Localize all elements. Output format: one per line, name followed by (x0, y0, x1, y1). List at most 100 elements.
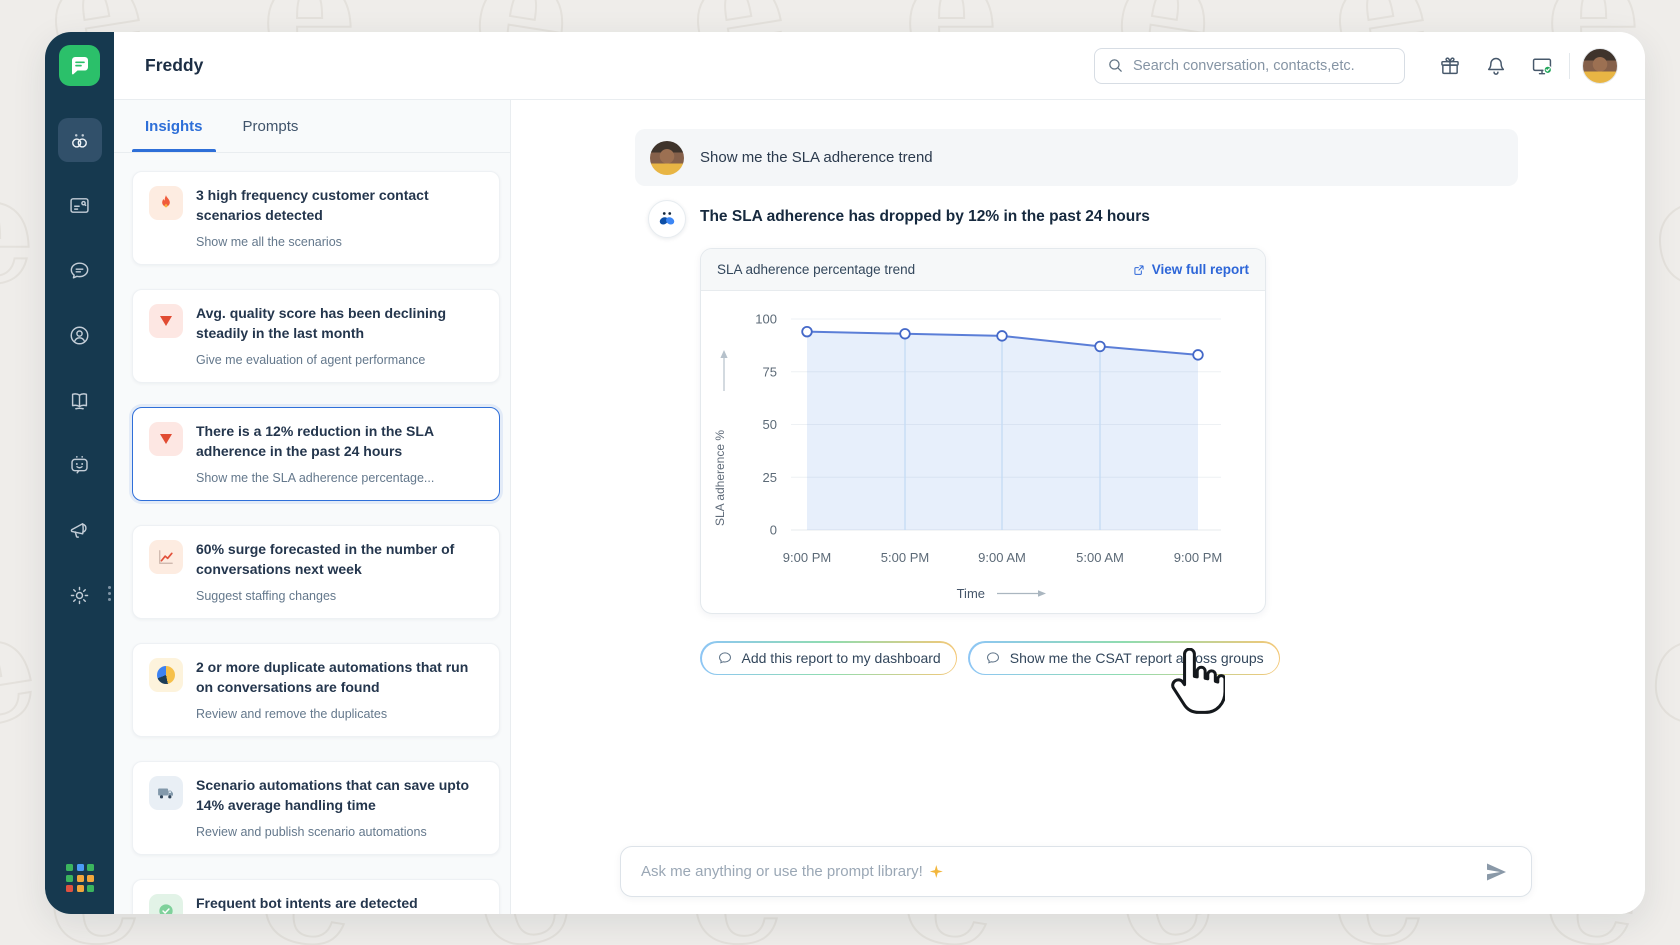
chat-bubble-icon (718, 652, 731, 664)
tab-insights-label: Insights (145, 117, 203, 135)
surge-chart-icon (149, 540, 183, 574)
chat-logo-icon (71, 56, 88, 74)
sidebar-item-inbox[interactable] (58, 183, 102, 227)
svg-text:5:00 PM: 5:00 PM (881, 550, 929, 565)
ai-response-heading: The SLA adherence has dropped by 12% in … (700, 208, 1150, 225)
search-input[interactable] (1133, 57, 1392, 74)
watermark-letter: e (0, 575, 50, 766)
suggestion-buttons: Add this report to my dashboard Show me t… (700, 641, 1281, 675)
svg-text:75: 75 (763, 364, 777, 379)
chat-area: Show me the SLA adherence trend The SLA … (511, 100, 1645, 914)
chat-bubble-icon (986, 652, 999, 664)
kebab-menu-icon[interactable] (107, 586, 111, 601)
user-message-text: Show me the SLA adherence trend (700, 149, 933, 166)
insight-card-subtitle: Show me all the scenarios (196, 234, 342, 249)
top-header: Freddy (114, 32, 1645, 100)
sidebar-item-conversations[interactable] (58, 248, 102, 292)
insight-card[interactable]: 2 or more duplicate automations that run… (132, 643, 500, 737)
svg-text:50: 50 (763, 417, 777, 432)
insight-card-title: Avg. quality score has been declining st… (196, 305, 446, 341)
global-search[interactable] (1094, 47, 1405, 84)
trend-down-icon (149, 304, 183, 338)
insight-card[interactable]: There is a 12% reduction in the SLA adhe… (132, 407, 500, 501)
sidebar-item-campaigns[interactable] (58, 508, 102, 552)
svg-text:9:00 PM: 9:00 PM (1174, 550, 1222, 565)
insight-card[interactable]: Avg. quality score has been declining st… (132, 289, 500, 383)
external-link-icon (1134, 264, 1144, 275)
trend-down-icon (149, 422, 183, 456)
campaigns-icon (70, 522, 87, 538)
app-window: Freddy (45, 32, 1645, 914)
svg-text:100: 100 (755, 312, 777, 327)
notification-bell-icon[interactable] (1477, 47, 1515, 85)
insight-card[interactable]: Frequent bot intents are detected (132, 879, 500, 914)
suggestion-button-inner[interactable]: Add this report to my dashboard (701, 642, 956, 674)
suggestion-button-inner[interactable]: Show me the CSAT report across groups (969, 642, 1279, 674)
settings-icon (70, 586, 89, 604)
suggestion-button[interactable]: Show me the CSAT report across groups (968, 641, 1281, 675)
tab-insights[interactable]: Insights (132, 100, 215, 152)
flame-icon (149, 186, 183, 220)
svg-text:5:00 AM: 5:00 AM (1076, 550, 1124, 565)
svg-text:Time: Time (957, 586, 985, 601)
freddy-avatar (648, 200, 686, 238)
conversations-icon (70, 261, 89, 279)
insight-card-subtitle: Suggest staffing changes (196, 588, 337, 603)
composer-placeholder: Ask me anything or use the prompt librar… (641, 863, 923, 880)
page-title: Freddy (145, 55, 204, 75)
send-icon (1487, 863, 1506, 880)
header-actions (1431, 47, 1561, 85)
search-icon (1109, 59, 1122, 72)
sla-adherence-chart: 0 25 50 75 100 9:00 PM 5:00 PM 9:00 AM 5:00 AM 9:… (701, 291, 1265, 613)
suggestion-label: Add this report to my dashboard (741, 650, 941, 666)
inbox-icon (70, 197, 89, 213)
duplicate-pie-icon (149, 658, 183, 692)
watermark-letter: e (0, 141, 36, 319)
insight-card-title: Frequent bot intents are detected (196, 895, 418, 911)
insight-card[interactable]: 3 high frequency customer contact scenar… (132, 171, 500, 265)
insight-card-subtitle: Review and remove the duplicates (196, 706, 388, 721)
report-card: SLA adherence percentage trend View full… (700, 248, 1266, 614)
bot-icon (71, 455, 88, 474)
insight-card[interactable]: 60% surge forecasted in the number of co… (132, 525, 500, 619)
svg-text:SLA adherence %: SLA adherence % (713, 430, 727, 526)
view-full-report-label: View full report (1151, 262, 1249, 277)
freddy-ai-icon (72, 133, 87, 148)
tab-prompts[interactable]: Prompts (243, 100, 299, 152)
insight-card-title: 2 or more duplicate automations that run… (196, 659, 469, 695)
insight-card-subtitle: Give me evaluation of agent performance (196, 352, 426, 367)
send-button[interactable] (1481, 857, 1511, 887)
sidebar-item-contacts[interactable] (58, 313, 102, 357)
svg-text:9:00 PM: 9:00 PM (783, 550, 831, 565)
apps-grid-icon[interactable] (66, 864, 94, 892)
sidebar-item-knowledge-base[interactable] (58, 378, 102, 422)
insights-panel: Insights Prompts 3 high frequency custom… (114, 100, 511, 914)
insight-card[interactable]: Scenario automations that can save upto … (132, 761, 500, 855)
gift-icon[interactable] (1431, 47, 1469, 85)
freshchat-logo[interactable] (59, 45, 100, 86)
insight-card-subtitle: Show me the SLA adherence percentage... (196, 470, 435, 485)
user-message-avatar (650, 140, 684, 175)
message-composer[interactable]: Ask me anything or use the prompt librar… (620, 846, 1532, 897)
user-avatar[interactable] (1582, 47, 1618, 84)
insight-card-title: 3 high frequency customer contact scenar… (196, 187, 429, 223)
report-card-header: SLA adherence percentage trend View full… (701, 249, 1265, 291)
svg-text:0: 0 (770, 523, 777, 538)
sidebar-item-bot[interactable] (58, 443, 102, 487)
insight-card-subtitle: Review and publish scenario automations (196, 824, 427, 839)
view-full-report-link[interactable]: View full report (1132, 262, 1249, 277)
suggestion-label: Show me the CSAT report across groups (1009, 650, 1264, 666)
intent-icon (149, 894, 183, 914)
insight-card-list: 3 high frequency customer contact scenar… (114, 153, 500, 914)
sidebar-item-settings[interactable] (58, 573, 111, 617)
sparkles-icon (929, 865, 943, 878)
suggestion-button[interactable]: Add this report to my dashboard (700, 641, 958, 675)
tab-prompts-label: Prompts (242, 117, 299, 135)
svg-text:9:00 AM: 9:00 AM (978, 550, 1026, 565)
report-title: SLA adherence percentage trend (717, 262, 916, 277)
system-status-check-icon[interactable] (1523, 47, 1561, 85)
truck-icon (149, 776, 183, 810)
sidebar-nav (57, 118, 111, 617)
sidebar-item-freddy-ai[interactable] (57, 118, 102, 162)
